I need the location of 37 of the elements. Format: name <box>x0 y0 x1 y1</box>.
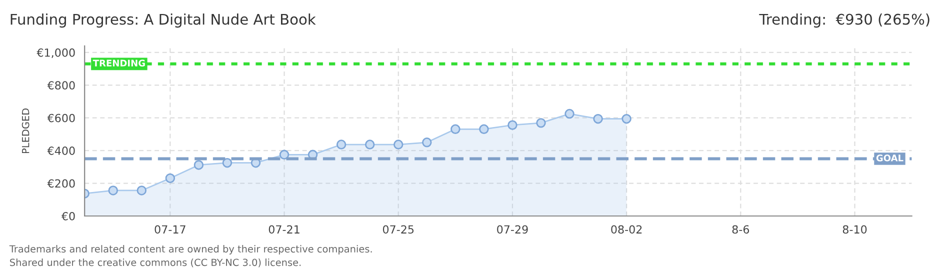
point <box>279 150 290 160</box>
point <box>422 138 432 148</box>
point <box>364 140 375 150</box>
y-tick-label: €600 <box>47 114 75 122</box>
point <box>564 108 574 119</box>
point <box>479 124 489 134</box>
x-tick-label: 07-17 <box>154 225 186 234</box>
text: Shared under the creative commons (CC BY-NC 3.0) license. <box>10 258 301 268</box>
y-tick-label: €0 <box>61 212 75 220</box>
y-tick-label: €800 <box>47 81 75 90</box>
point <box>593 114 603 124</box>
x-tick-label: 07-29 <box>497 225 528 234</box>
y-axis-title: PLEDGED <box>22 108 30 154</box>
y-tick-label: €400 <box>47 146 75 155</box>
point <box>222 158 232 168</box>
ref-line-label: GOAL <box>876 154 904 162</box>
text: Trending: €930 (265%) <box>759 14 930 28</box>
point <box>450 124 460 134</box>
x-tick-label: 8-10 <box>842 225 867 234</box>
point <box>336 140 346 150</box>
point <box>508 120 518 130</box>
chart-title: Funding Progress: A Digital Nude Art Book <box>10 14 316 28</box>
ref-line-label: TRENDING <box>92 60 145 67</box>
x-tick-label: 08-02 <box>611 225 642 234</box>
point <box>622 114 632 124</box>
point <box>194 160 204 170</box>
point <box>165 173 176 184</box>
point <box>136 186 147 196</box>
point <box>536 118 546 128</box>
x-tick-label: 07-21 <box>268 225 300 234</box>
y-tick-label: €200 <box>47 179 75 188</box>
y-tick-label: €1,000 <box>36 48 75 58</box>
x-tick-label: 8-6 <box>732 225 750 234</box>
point <box>108 186 118 196</box>
x-tick-label: 07-25 <box>382 225 414 234</box>
text: Trademarks and related content are owned by their respective companies. <box>9 245 372 254</box>
point <box>394 140 404 150</box>
